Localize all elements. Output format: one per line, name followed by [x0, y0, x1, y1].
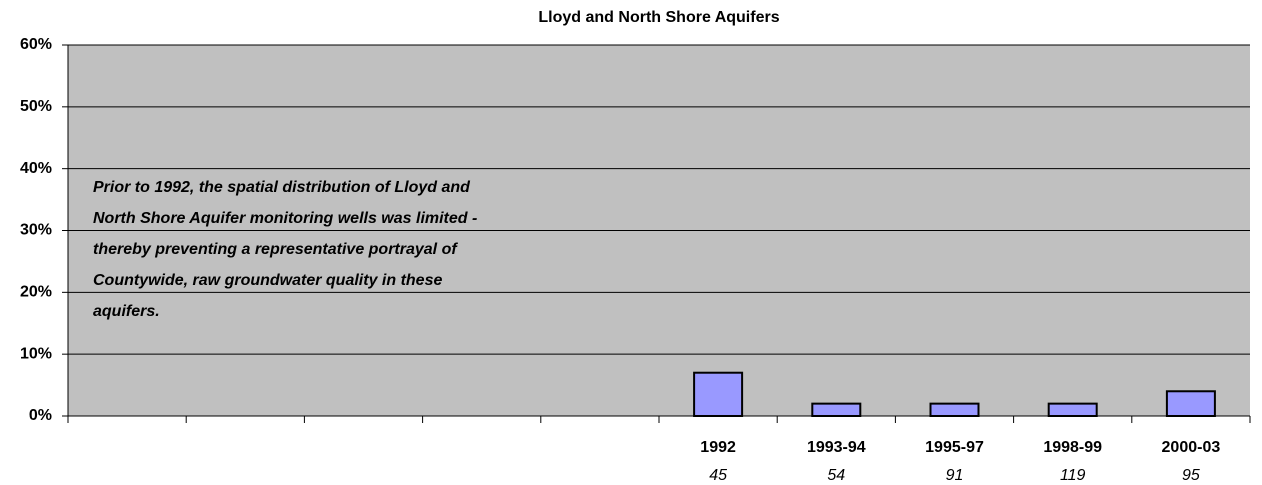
x-tick-label: 1993-94 [807, 439, 866, 456]
x-tick-label: 2000-03 [1162, 439, 1221, 456]
bar [1165, 390, 1216, 417]
count-label: 54 [827, 467, 845, 484]
count-label: 45 [709, 467, 727, 484]
annotation: aquifers. [93, 303, 160, 320]
y-tick-label: 0% [29, 407, 52, 424]
x-tick-label: 1998-99 [1043, 439, 1102, 456]
count-label: 119 [1060, 467, 1086, 484]
annotation: thereby preventing a representative port… [93, 241, 458, 258]
x-tick-label: 1995-97 [925, 439, 984, 456]
bar [1047, 402, 1098, 417]
chart-title: Lloyd and North Shore Aquifers [538, 9, 779, 26]
annotation: Prior to 1992, the spatial distribution … [93, 179, 471, 196]
annotation: North Shore Aquifer monitoring wells was… [93, 210, 477, 227]
bar [811, 402, 862, 417]
y-tick-label: 30% [20, 222, 52, 239]
y-tick-label: 40% [20, 160, 52, 177]
y-tick-label: 10% [20, 345, 52, 362]
bar [929, 402, 980, 417]
y-tick-label: 50% [20, 98, 52, 115]
bar [693, 371, 744, 418]
x-tick-label: 1992 [700, 439, 736, 456]
count-label: 91 [946, 467, 964, 484]
y-tick-label: 20% [20, 284, 52, 301]
y-tick-label: 60% [20, 36, 52, 53]
count-label: 95 [1182, 467, 1200, 484]
annotation: Countywide, raw groundwater quality in t… [93, 272, 442, 289]
